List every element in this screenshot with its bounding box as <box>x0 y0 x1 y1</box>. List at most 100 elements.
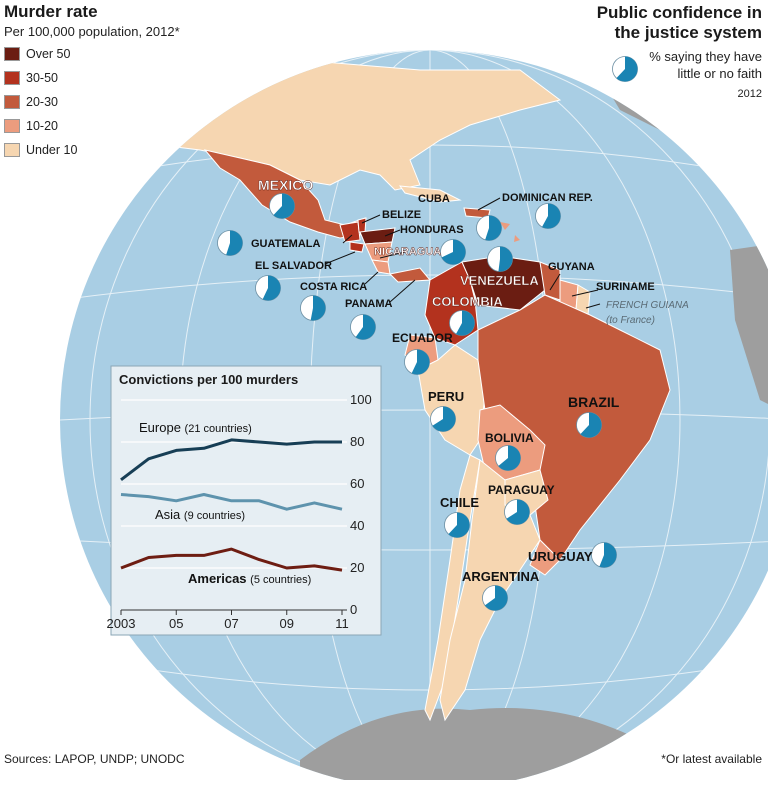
sources-note: Sources: LAPOP, UNDP; UNODC <box>4 752 185 766</box>
africa-land <box>730 240 768 420</box>
confidence-title-line2: the justice system <box>614 23 762 42</box>
y-tick-label: 80 <box>350 434 364 449</box>
chart-series-lines <box>120 438 343 572</box>
pie-slice <box>599 542 617 568</box>
series-label-asia: Asia (9 countries) <box>155 507 245 522</box>
pie-slice <box>411 349 430 375</box>
pie-slice <box>441 239 466 265</box>
x-tick-label: 11 <box>335 616 349 631</box>
pie-costa-rica <box>300 295 326 321</box>
country-label-brazil: BRAZIL <box>568 394 620 410</box>
pie-slice <box>580 412 602 438</box>
cuba-land <box>398 185 462 203</box>
series-label-europe: Europe (21 countries) <box>139 420 252 435</box>
pie-slice <box>273 193 295 219</box>
legend-item-under-10: Under 10 <box>4 142 77 158</box>
pie-slice <box>541 203 561 229</box>
country-label-panama: PANAMA <box>345 298 393 310</box>
legend-label: 30-50 <box>26 71 58 85</box>
pie-belize <box>476 215 502 241</box>
pie-honduras <box>440 239 466 265</box>
legend-swatch <box>4 95 20 109</box>
series-line-europe <box>120 438 342 481</box>
legend-label: 10-20 <box>26 119 58 133</box>
legend-item-over-50: Over 50 <box>4 46 70 62</box>
caribbean-islands <box>500 222 520 242</box>
pie-bolivia <box>495 445 521 471</box>
confidence-desc-line2: little or no faith <box>677 66 762 81</box>
belize-land <box>357 217 367 233</box>
legend-swatch <box>4 71 20 85</box>
el-salvador-land <box>349 241 365 253</box>
legend-swatch <box>4 47 20 61</box>
country-label-guatemala: GUATEMALA <box>251 238 321 250</box>
pie-slice <box>432 406 456 432</box>
country-label-honduras: HONDURAS <box>400 224 464 236</box>
pie-panama <box>350 314 376 340</box>
country-label-colombia: COLOMBIA <box>432 294 503 309</box>
chart-y-ticks: 0 20 40 60 80 100 <box>350 392 372 617</box>
confidence-legend-pie-icon <box>612 56 638 82</box>
confidence-year: 2012 <box>737 88 762 100</box>
country-label-to-france: (to France) <box>606 315 655 326</box>
confidence-title: Public confidence in the justice system <box>597 3 762 43</box>
legend-swatch <box>4 143 20 157</box>
country-label-uruguay: URUGUAY <box>528 549 593 564</box>
confidence-title-line1: Public confidence in <box>596 3 762 22</box>
pie-uruguay <box>591 542 617 568</box>
x-tick-label: 2003 <box>107 616 136 631</box>
y-tick-label: 40 <box>350 518 364 533</box>
country-label-mexico: MEXICO <box>258 177 313 193</box>
pie-nicaragua <box>487 246 513 272</box>
chart-title: Convictions per 100 murders <box>119 372 298 387</box>
pie-brazil <box>576 412 602 438</box>
convictions-chart: Convictions per 100 murders 0 20 40 60 80 100… <box>107 365 382 636</box>
pie-chile <box>444 512 470 538</box>
murder-rate-title: Murder rate <box>4 2 98 21</box>
series-label-americas: Americas (5 countries) <box>188 571 311 586</box>
pie-mexico <box>269 193 295 219</box>
pie-slice <box>262 275 281 301</box>
country-label-nicaragua: NICARAGUA <box>374 246 441 258</box>
pie-argentina <box>482 585 508 611</box>
legend-swatch <box>4 119 20 133</box>
country-label-chile: CHILE <box>440 495 479 510</box>
footnote: *Or latest available <box>661 752 762 766</box>
pie-slice <box>455 310 475 336</box>
pie-slice <box>448 512 470 538</box>
pie-slice <box>506 499 530 525</box>
pie-slice <box>616 56 638 82</box>
legend-pie-sample <box>612 56 638 82</box>
y-tick-label: 100 <box>350 392 372 407</box>
country-label-french-guiana: FRENCH GUIANA <box>606 300 689 311</box>
pie-slice <box>498 246 513 272</box>
pie-dominican-rep <box>535 203 561 229</box>
pie-slice <box>226 230 243 256</box>
y-tick-label: 20 <box>350 560 364 575</box>
pie-guatemala <box>217 230 243 256</box>
pie-slice <box>310 295 326 321</box>
chart-x-ticks: 2003 05 07 09 11 <box>107 610 349 631</box>
confidence-description: % saying they have little or no faith <box>649 48 762 82</box>
murder-rate-subtitle: Per 100,000 population, 2012* <box>4 24 180 39</box>
country-label-suriname: SURINAME <box>596 281 655 293</box>
pie-paraguay <box>504 499 530 525</box>
country-label-bolivia: BOLIVIA <box>485 431 534 445</box>
pie-slice <box>484 585 508 611</box>
country-label-belize: BELIZE <box>382 209 421 221</box>
country-label-ecuador: ECUADOR <box>392 331 453 345</box>
confidence-pies <box>217 193 617 611</box>
country-label-paraguay: PARAGUAY <box>488 483 555 497</box>
legend-item-20-30: 20-30 <box>4 94 58 110</box>
legend-label: Under 10 <box>26 143 78 157</box>
pie-peru <box>430 406 456 432</box>
chart-series-labels: Europe (21 countries) Asia (9 countries) A… <box>139 420 311 586</box>
legend-item-10-20: 10-20 <box>4 118 58 134</box>
leader-lines <box>324 197 601 309</box>
x-tick-label: 09 <box>280 616 294 631</box>
pie-slice <box>485 215 502 241</box>
y-tick-label: 60 <box>350 476 364 491</box>
country-label-el-salvador: EL SALVADOR <box>255 260 332 272</box>
